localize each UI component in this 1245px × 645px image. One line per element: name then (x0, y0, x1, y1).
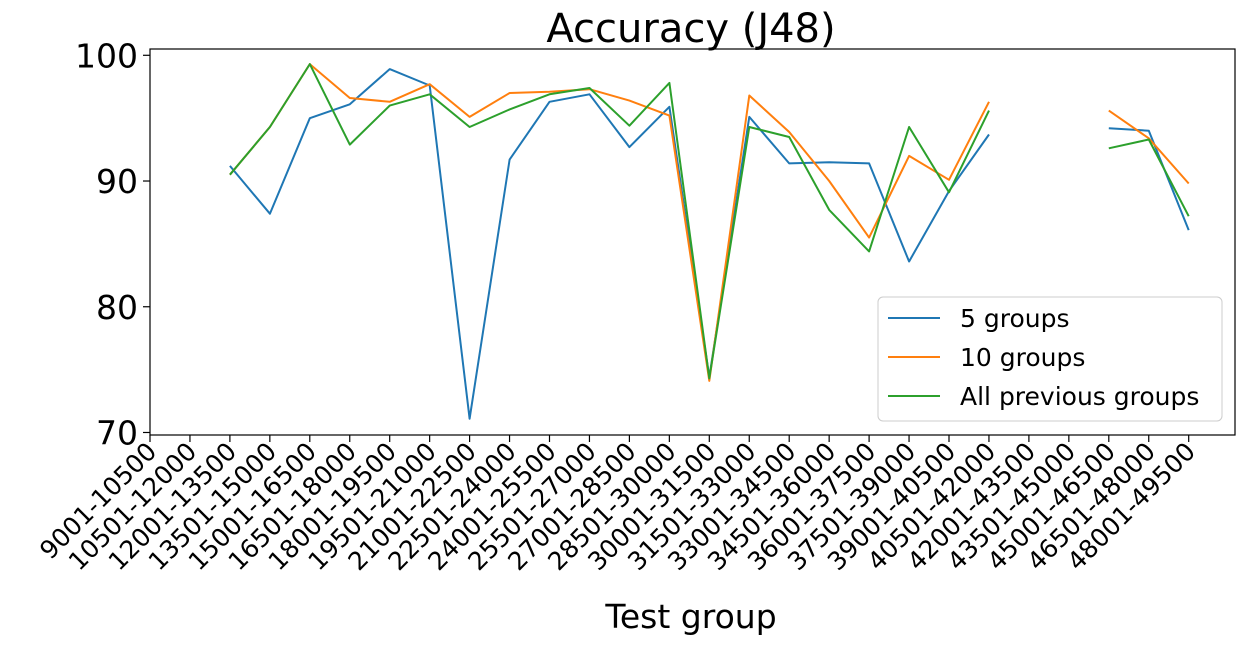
series-line-1 (1108, 109, 1190, 185)
legend: 5 groups 10 groups All previous groups (877, 296, 1223, 422)
x-axis-label: Test group (604, 597, 776, 636)
series-lines (229, 63, 1190, 420)
series-line-1 (229, 63, 990, 382)
legend-label: 10 groups (960, 343, 1085, 372)
y-tick-label: 100 (75, 36, 138, 75)
chart-title: Accuracy (J48) (546, 6, 835, 52)
y-tick-label: 70 (96, 413, 138, 452)
x-axis: 9001-1050010501-1200012001-1350013501-15… (34, 435, 1201, 576)
legend-label: All previous groups (960, 382, 1199, 411)
series-line-0 (229, 68, 990, 420)
plot-area (149, 48, 1236, 436)
series-line-2 (1108, 138, 1190, 217)
series-line-2 (229, 63, 990, 380)
legend-box (877, 296, 1223, 422)
y-axis: 70 80 90 100 (75, 36, 150, 452)
y-tick-label: 80 (96, 288, 138, 327)
y-tick-label: 90 (96, 162, 138, 201)
legend-label: 5 groups (960, 304, 1070, 333)
series-line-0 (1108, 127, 1190, 231)
